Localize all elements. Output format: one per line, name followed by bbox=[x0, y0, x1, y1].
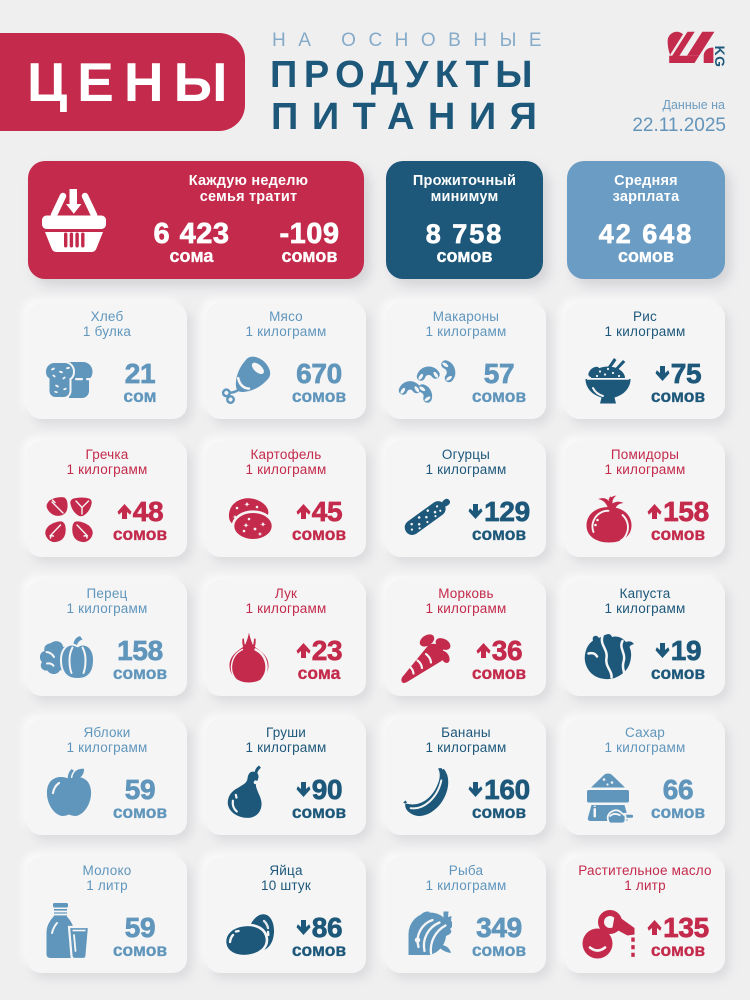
svg-text:KG: KG bbox=[712, 46, 728, 68]
